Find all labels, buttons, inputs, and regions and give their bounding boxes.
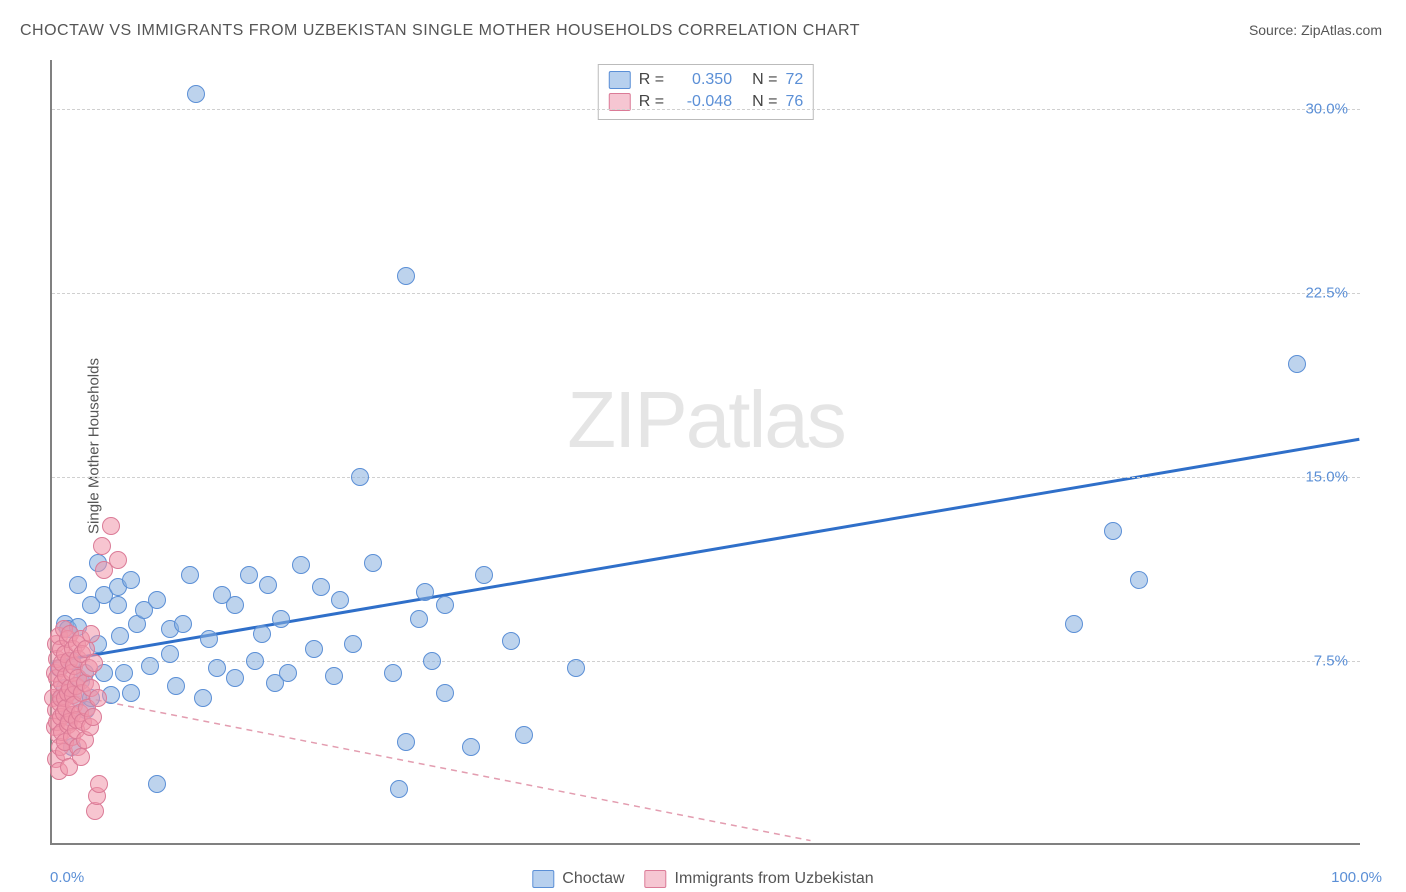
scatter-point-choctaw (1104, 522, 1122, 540)
scatter-point-choctaw (436, 684, 454, 702)
swatch-choctaw (609, 71, 631, 89)
scatter-point-choctaw (364, 554, 382, 572)
scatter-point-choctaw (174, 615, 192, 633)
scatter-point-choctaw (312, 578, 330, 596)
scatter-point-choctaw (515, 726, 533, 744)
scatter-point-choctaw (111, 627, 129, 645)
legend-n-value-1: 72 (785, 71, 803, 89)
watermark-light: atlas (686, 375, 845, 464)
scatter-point-choctaw (69, 576, 87, 594)
scatter-point-choctaw (272, 610, 290, 628)
gridline (52, 293, 1360, 294)
scatter-point-choctaw (194, 689, 212, 707)
scatter-point-choctaw (122, 571, 140, 589)
scatter-point-choctaw (148, 775, 166, 793)
scatter-point-uzbekistan (90, 775, 108, 793)
scatter-point-choctaw (279, 664, 297, 682)
chart-title: CHOCTAW VS IMMIGRANTS FROM UZBEKISTAN SI… (20, 22, 860, 40)
scatter-point-choctaw (462, 738, 480, 756)
scatter-point-choctaw (416, 583, 434, 601)
scatter-point-choctaw (122, 684, 140, 702)
scatter-point-choctaw (115, 664, 133, 682)
scatter-point-uzbekistan (93, 537, 111, 555)
watermark: ZIPatlas (567, 374, 844, 466)
scatter-point-choctaw (331, 591, 349, 609)
y-tick-label: 22.5% (1305, 285, 1348, 302)
scatter-point-uzbekistan (102, 517, 120, 535)
legend-item-choctaw: Choctaw (532, 870, 624, 888)
scatter-point-choctaw (292, 556, 310, 574)
gridline (52, 109, 1360, 110)
scatter-point-choctaw (167, 677, 185, 695)
watermark-bold: ZIP (567, 375, 685, 464)
legend-label-choctaw: Choctaw (562, 870, 624, 888)
scatter-point-choctaw (325, 667, 343, 685)
trend-lines (52, 60, 1360, 843)
scatter-point-choctaw (226, 669, 244, 687)
scatter-point-choctaw (187, 85, 205, 103)
x-tick-min: 0.0% (50, 869, 84, 886)
scatter-point-choctaw (1130, 571, 1148, 589)
scatter-point-choctaw (305, 640, 323, 658)
scatter-point-choctaw (200, 630, 218, 648)
scatter-point-choctaw (148, 591, 166, 609)
scatter-point-choctaw (436, 596, 454, 614)
scatter-point-choctaw (397, 267, 415, 285)
scatter-point-choctaw (567, 659, 585, 677)
scatter-point-choctaw (226, 596, 244, 614)
trend-line-uzbekistan (53, 691, 811, 840)
scatter-point-choctaw (240, 566, 258, 584)
legend-item-uzbekistan: Immigrants from Uzbekistan (645, 870, 874, 888)
scatter-point-uzbekistan (84, 708, 102, 726)
y-tick-label: 30.0% (1305, 101, 1348, 118)
swatch-choctaw (532, 870, 554, 888)
scatter-point-choctaw (253, 625, 271, 643)
scatter-point-choctaw (351, 468, 369, 486)
scatter-point-choctaw (423, 652, 441, 670)
scatter-point-choctaw (410, 610, 428, 628)
scatter-point-choctaw (1065, 615, 1083, 633)
scatter-point-choctaw (502, 632, 520, 650)
scatter-point-choctaw (384, 664, 402, 682)
scatter-point-uzbekistan (109, 551, 127, 569)
scatter-point-choctaw (161, 645, 179, 663)
y-tick-label: 15.0% (1305, 469, 1348, 486)
scatter-point-choctaw (141, 657, 159, 675)
legend-row-choctaw: R = 0.350 N = 72 (609, 69, 803, 91)
scatter-plot: ZIPatlas R = 0.350 N = 72 R = -0.048 N =… (50, 60, 1360, 845)
scatter-point-uzbekistan (72, 748, 90, 766)
correlation-legend: R = 0.350 N = 72 R = -0.048 N = 76 (598, 64, 814, 120)
source-attribution: Source: ZipAtlas.com (1249, 22, 1382, 38)
scatter-point-choctaw (397, 733, 415, 751)
scatter-point-choctaw (475, 566, 493, 584)
legend-r-value-1: 0.350 (672, 71, 732, 89)
trend-line-choctaw (53, 439, 1360, 662)
scatter-point-uzbekistan (89, 689, 107, 707)
series-legend: Choctaw Immigrants from Uzbekistan (532, 870, 873, 888)
gridline (52, 477, 1360, 478)
scatter-point-choctaw (208, 659, 226, 677)
scatter-point-choctaw (246, 652, 264, 670)
legend-label-uzbekistan: Immigrants from Uzbekistan (675, 870, 874, 888)
scatter-point-choctaw (344, 635, 362, 653)
scatter-point-choctaw (109, 596, 127, 614)
scatter-point-choctaw (390, 780, 408, 798)
scatter-point-uzbekistan (82, 625, 100, 643)
swatch-uzbekistan (645, 870, 667, 888)
y-tick-label: 7.5% (1314, 653, 1348, 670)
legend-r-label: R = (639, 71, 664, 89)
x-tick-max: 100.0% (1331, 869, 1382, 886)
scatter-point-choctaw (181, 566, 199, 584)
scatter-point-choctaw (1288, 355, 1306, 373)
scatter-point-uzbekistan (85, 654, 103, 672)
scatter-point-choctaw (259, 576, 277, 594)
legend-n-label: N = (752, 71, 777, 89)
